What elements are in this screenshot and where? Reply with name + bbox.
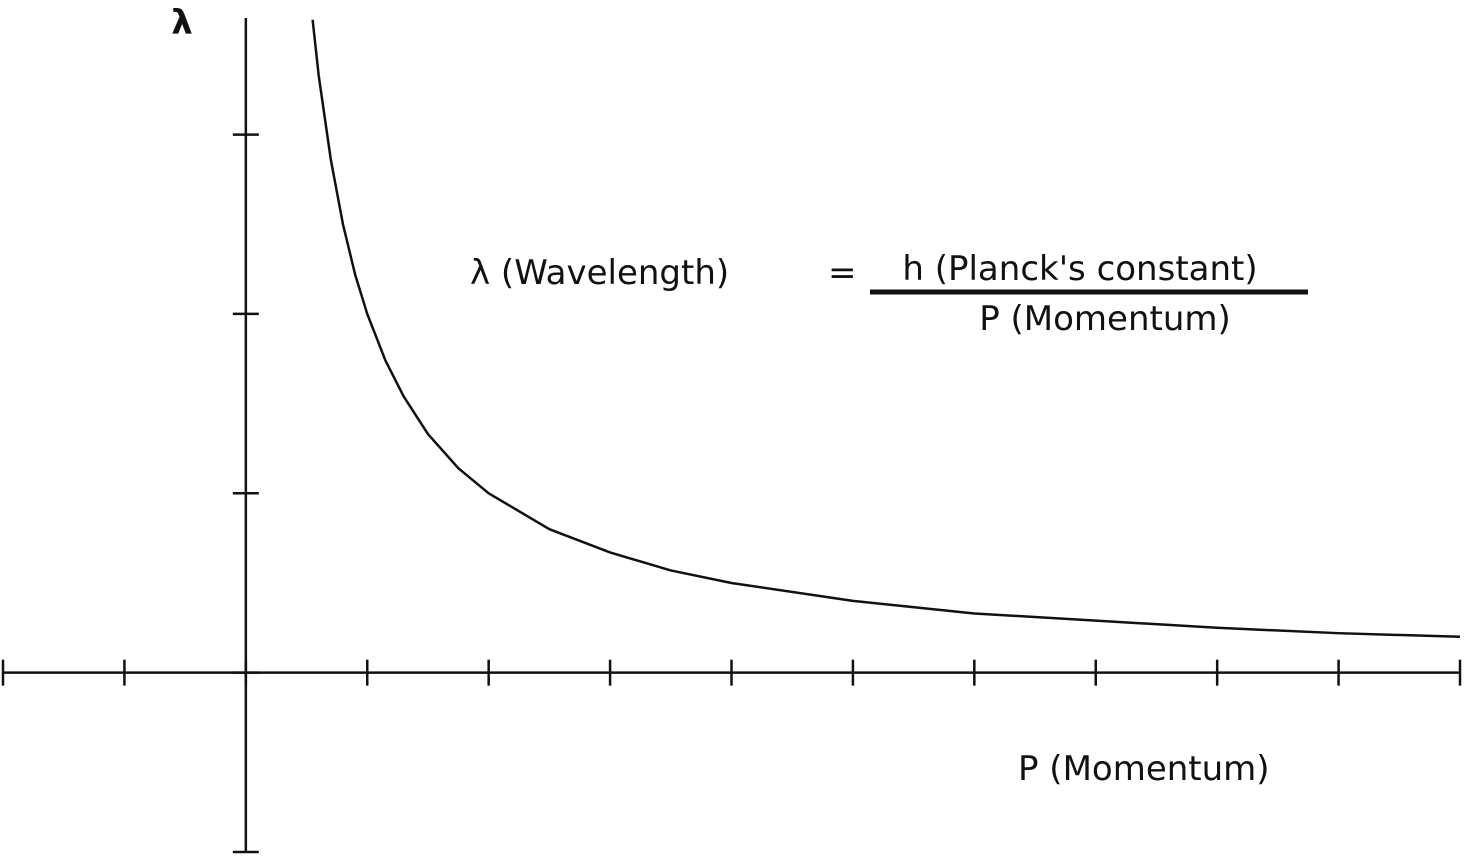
equation-lhs: λ (Wavelength) — [470, 253, 729, 293]
equation-equals: = — [828, 253, 857, 293]
equation-numerator: h (Planck's constant) — [902, 249, 1257, 289]
equation-denominator: P (Momentum) — [979, 299, 1231, 339]
x-axis-label: P (Momentum) — [1018, 749, 1270, 789]
y-axis-label: λ — [171, 3, 193, 43]
curve — [311, 19, 1461, 639]
equation: λ (Wavelength) = h (Planck's constant) P… — [470, 249, 1308, 339]
